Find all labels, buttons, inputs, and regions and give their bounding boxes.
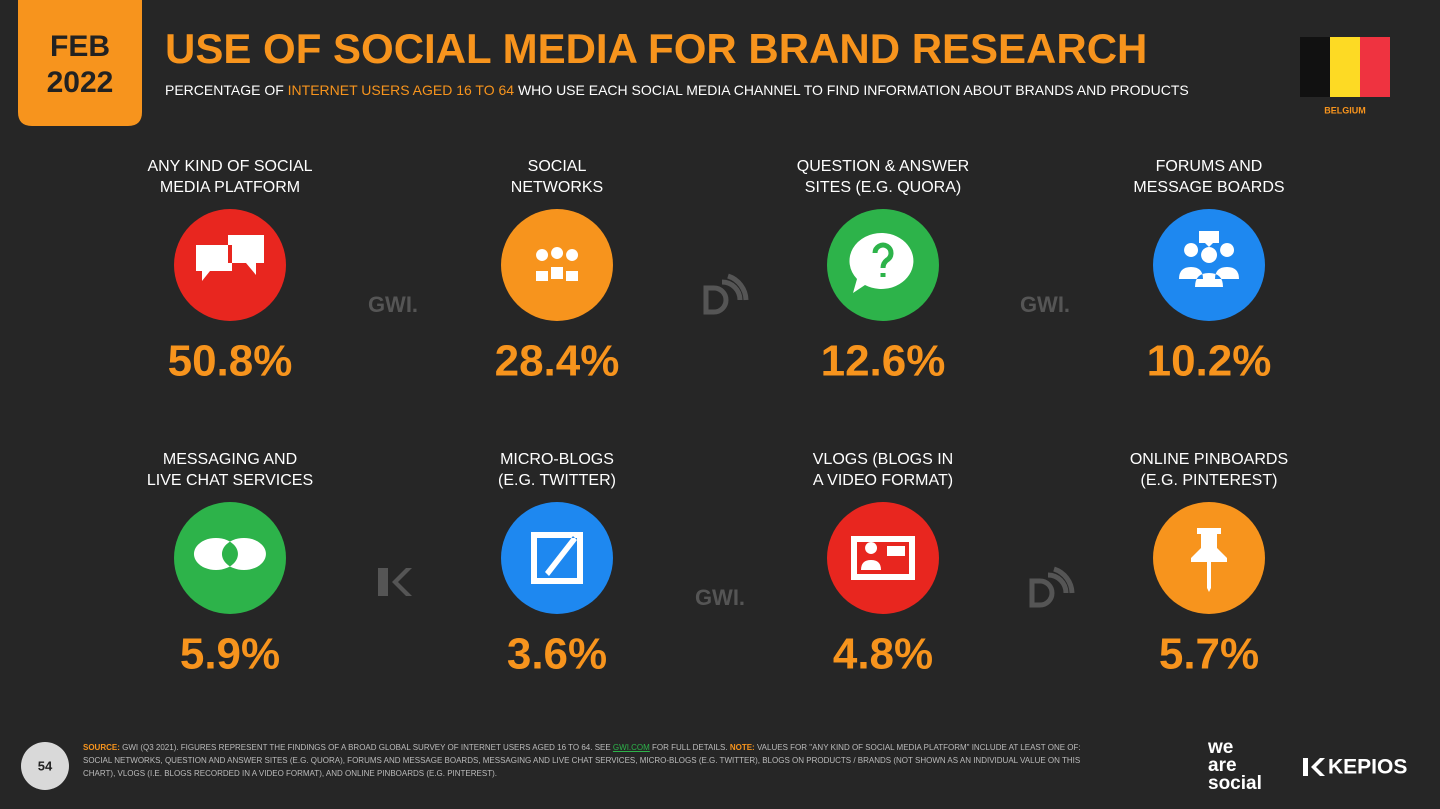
logo-text: social (1208, 773, 1262, 794)
footer-notes: SOURCE: GWI (Q3 2021). FIGURES REPRESENT… (83, 741, 1103, 780)
tile-label: NETWORKS (511, 179, 603, 196)
subtitle: PERCENTAGE OF INTERNET USERS AGED 16 TO … (165, 82, 1189, 98)
tile-icon (536, 247, 579, 281)
tiles: ANY KIND OF SOCIAL MEDIA PLATFORM 50.8% SOC… (147, 158, 1288, 678)
watermark: GWI. (368, 292, 418, 317)
watermark: GWI. (695, 585, 745, 610)
source-text: FOR FULL DETAILS. (649, 743, 730, 752)
tile-label: A VIDEO FORMAT) (813, 472, 953, 489)
tile-label: SOCIAL (528, 158, 587, 175)
subtitle-highlight: INTERNET USERS AGED 16 TO 64 (288, 82, 515, 98)
tile-label: LIVE CHAT SERVICES (147, 472, 313, 489)
tile-icon (849, 232, 914, 293)
country: BELGIUM (1324, 105, 1366, 115)
source-text: GWI (Q3 2021). FIGURES REPRESENT THE FIN… (119, 743, 613, 752)
note-label: NOTE: (729, 743, 755, 752)
tile-icon (1191, 528, 1227, 592)
note-text: VALUES FOR "ANY KIND OF SOCIAL MEDIA PLA… (83, 743, 1081, 778)
date-box (18, 0, 142, 126)
question-mark (872, 242, 894, 277)
datareportal-watermark (1029, 566, 1075, 608)
kepios-mark (1303, 758, 1325, 776)
tile-value: 3.6% (507, 630, 607, 679)
tile-value: 28.4% (495, 337, 620, 386)
tile-label: (E.G. TWITTER) (498, 472, 616, 489)
date-year: 2022 (47, 66, 114, 99)
date-month: FEB (50, 30, 110, 63)
title: USE OF SOCIAL MEDIA FOR BRAND RESEARCH (165, 25, 1147, 72)
tile-icon (1179, 231, 1239, 287)
source-label: SOURCE: (83, 743, 120, 752)
tile-label: MICRO-BLOGS (500, 451, 614, 468)
page-number: 54 (38, 758, 53, 773)
subtitle-part: WHO USE EACH SOCIAL MEDIA CHANNEL TO FIN… (514, 82, 1189, 98)
tile-label: VLOGS (BLOGS IN (813, 451, 953, 468)
tile-label: ANY KIND OF SOCIAL (147, 158, 312, 175)
tile-icon (531, 532, 583, 584)
tile-label: QUESTION & ANSWER (797, 158, 969, 175)
logo-text: we (1207, 737, 1233, 758)
tile-value: 50.8% (168, 337, 293, 386)
subtitle-part: PERCENTAGE OF (165, 82, 288, 98)
datareportal-watermark (703, 273, 749, 315)
tile-icon (851, 536, 915, 580)
flag-yellow (1330, 37, 1360, 97)
tile-value: 5.9% (180, 630, 280, 679)
tile-label: FORUMS AND (1156, 158, 1263, 175)
tile-icon (196, 235, 264, 281)
tile-icon-circle (174, 502, 286, 614)
logo-kepios: KEPIOS (1328, 756, 1407, 779)
tile-label: SITES (E.G. QUORA) (805, 179, 961, 196)
source-link[interactable]: GWI.COM (612, 743, 650, 752)
flag-black (1300, 37, 1330, 97)
logo-text: are (1208, 755, 1237, 776)
tile-value: 12.6% (821, 337, 946, 386)
tile-icon-circle (501, 209, 613, 321)
tile-value: 4.8% (833, 630, 933, 679)
tile-label: MEDIA PLATFORM (160, 179, 300, 196)
tile-label: ONLINE PINBOARDS (1130, 451, 1288, 468)
tile-label: MESSAGING AND (163, 451, 297, 468)
kepios-watermark (378, 568, 412, 596)
tile-label: MESSAGE BOARDS (1133, 179, 1284, 196)
tile-value: 10.2% (1147, 337, 1272, 386)
tile-value: 5.7% (1159, 630, 1259, 679)
flag-red (1360, 37, 1390, 97)
tile-icon (193, 538, 266, 570)
tile-label: (E.G. PINTEREST) (1141, 472, 1278, 489)
page-badge (21, 742, 69, 790)
tile-icon-circle (1153, 209, 1265, 321)
watermark: GWI. (1020, 292, 1070, 317)
tile-icon-circle (827, 502, 939, 614)
